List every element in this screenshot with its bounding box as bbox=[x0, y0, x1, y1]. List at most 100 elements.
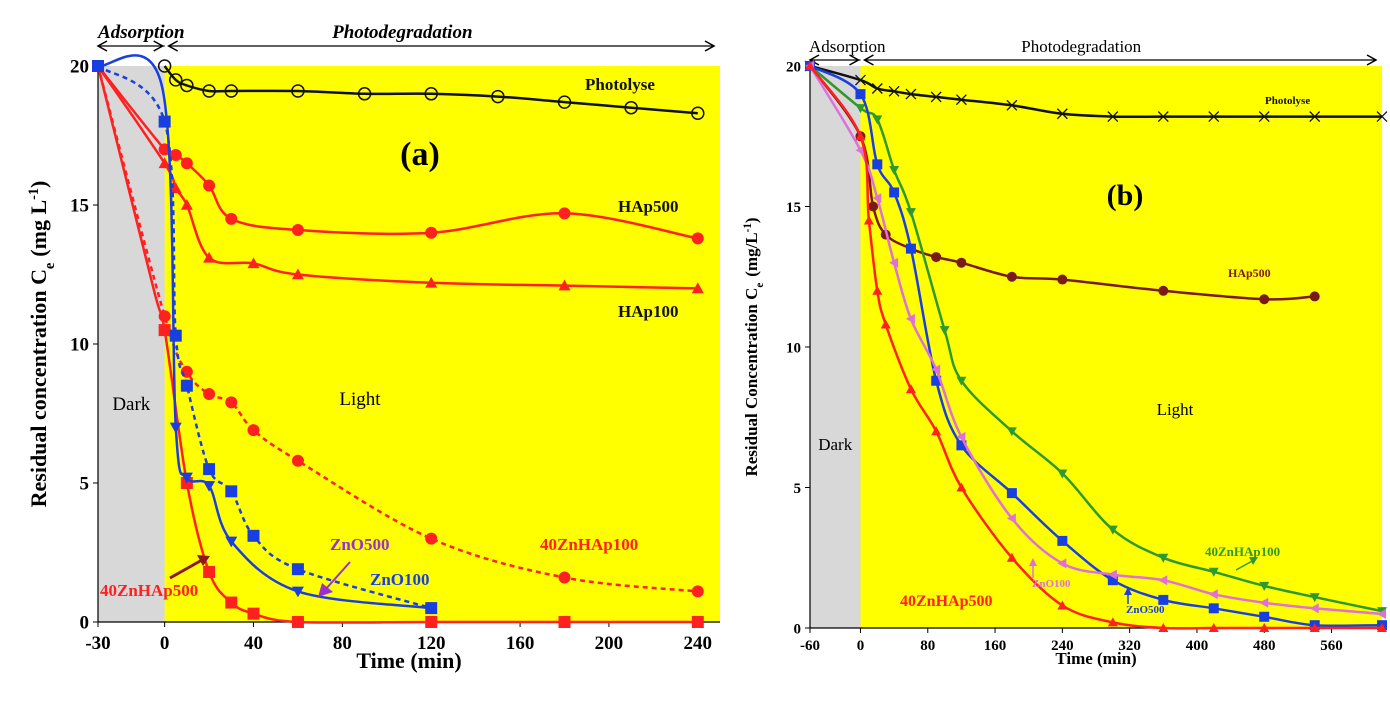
data-point-ZnO500 bbox=[872, 159, 883, 170]
data-point-Photolyse bbox=[424, 87, 438, 101]
x-tick-label: 80 bbox=[920, 638, 935, 654]
data-point-Photolyse bbox=[888, 85, 900, 97]
light-region bbox=[810, 66, 1382, 628]
data-point-40ZnHAp500 bbox=[931, 426, 942, 436]
series-line-40ZnHAp500 bbox=[808, 65, 1382, 630]
data-point-40ZnHAp100 bbox=[1208, 567, 1219, 577]
phase-label-adsorption: Adsorption bbox=[97, 22, 185, 43]
data-point-Photolyse bbox=[855, 74, 866, 86]
dark-region bbox=[98, 66, 165, 622]
data-point-40ZnHAp100 bbox=[203, 388, 216, 401]
data-point-HAp100 bbox=[203, 251, 216, 263]
data-point-HAp100 bbox=[180, 199, 193, 210]
data-point-HAp500 bbox=[868, 201, 879, 212]
data-point-ZnO100 bbox=[956, 431, 966, 442]
phase-label-photodegradation: Photodegradation bbox=[1021, 37, 1141, 56]
data-point-Photolyse bbox=[1309, 111, 1321, 123]
data-point-ZnO100 bbox=[1377, 608, 1386, 619]
photodegradation-arrow-right-head bbox=[704, 40, 716, 52]
data-point-40ZnHAp100 bbox=[1107, 525, 1118, 535]
data-point-ZnO500 bbox=[1057, 535, 1068, 546]
zno500-pointer-head bbox=[318, 583, 333, 597]
zno500-pointer-b-head bbox=[1124, 587, 1132, 595]
data-point-Photolyse bbox=[1376, 111, 1388, 123]
data-point-ZnO500 bbox=[158, 115, 171, 128]
data-point-Photolyse bbox=[1056, 108, 1068, 120]
data-point-Photolyse bbox=[224, 84, 239, 98]
photodegradation-arrow-left-head bbox=[862, 54, 874, 66]
series-label-ZnO500: ZnO500 bbox=[1126, 604, 1165, 616]
series-40ZnHAp500 bbox=[805, 61, 1387, 632]
data-point-ZnO100 bbox=[931, 364, 941, 375]
40znhap500-pointer bbox=[169, 558, 203, 580]
data-point-ZnO500 bbox=[203, 463, 216, 476]
series-line-Photolyse bbox=[163, 65, 698, 115]
data-point-40ZnHAp100 bbox=[1309, 593, 1320, 603]
data-point-40ZnHAp500 bbox=[1309, 623, 1320, 632]
data-point-ZnO500 bbox=[1107, 575, 1118, 586]
data-point-40ZnHAp500 bbox=[425, 616, 438, 628]
panel-label: (b) bbox=[1107, 179, 1144, 212]
data-point-HAp500 bbox=[1057, 274, 1068, 285]
data-point-ZnO500 bbox=[889, 187, 900, 198]
zno500-pointer bbox=[324, 561, 351, 591]
data-point-Photolyse bbox=[955, 94, 967, 106]
data-point-ZnO100 bbox=[203, 480, 216, 492]
data-point-Photolyse bbox=[905, 88, 917, 100]
series-40ZnHAp100 bbox=[92, 60, 704, 598]
data-point-HAp500 bbox=[558, 207, 571, 220]
adsorption-arrow-left-head bbox=[808, 54, 820, 66]
x-tick-label: 240 bbox=[684, 633, 713, 654]
y-tick-label: 15 bbox=[70, 196, 89, 217]
data-point-40ZnHAp500 bbox=[1377, 623, 1387, 632]
x-tick-label: 40 bbox=[244, 633, 263, 654]
data-point-ZnO100 bbox=[1107, 569, 1117, 580]
data-point-HAp500 bbox=[203, 179, 216, 192]
data-point-HAp100 bbox=[169, 182, 182, 194]
series-label-40ZnHAp500: 40ZnHAp500 bbox=[900, 593, 992, 610]
data-point-Photolyse bbox=[1107, 111, 1119, 123]
data-point-ZnO500 bbox=[1259, 611, 1270, 622]
x-tick-label: 120 bbox=[417, 633, 446, 654]
data-point-40ZnHAp100 bbox=[939, 326, 950, 336]
series-line-ZnO100 bbox=[808, 65, 1383, 616]
data-point-40ZnHAp500 bbox=[1057, 600, 1068, 610]
series-label-HAp100: HAp100 bbox=[618, 302, 678, 321]
data-point-ZnO100 bbox=[855, 145, 865, 156]
series-40ZnHAp500 bbox=[92, 60, 704, 628]
data-point-40ZnHAp100 bbox=[225, 396, 238, 409]
series-Photolyse bbox=[804, 60, 1388, 123]
data-point-HAp100 bbox=[558, 279, 571, 291]
data-point-ZnO100 bbox=[872, 193, 882, 204]
data-point-ZnO500 bbox=[247, 529, 260, 542]
y-tick-label: 10 bbox=[70, 335, 89, 356]
data-point-40ZnHAp100 bbox=[558, 571, 571, 584]
data-point-40ZnHAp500 bbox=[291, 616, 304, 628]
series-line-40ZnHAp100 bbox=[96, 65, 698, 593]
data-point-40ZnHAp100 bbox=[889, 165, 900, 175]
data-point-ZnO100 bbox=[425, 603, 438, 615]
data-point-HAp100 bbox=[247, 257, 260, 269]
x-tick-label: -60 bbox=[800, 638, 820, 654]
data-point-ZnO500 bbox=[956, 440, 967, 451]
series-label-ZnO100: ZnO100 bbox=[370, 570, 430, 589]
y-axis-label: Residual Concentration Ce(mg/L-1) bbox=[742, 217, 766, 476]
data-point-ZnO500 bbox=[855, 89, 866, 100]
photodegradation-arrow-left-head bbox=[167, 40, 179, 52]
data-point-40ZnHAp500 bbox=[1208, 623, 1219, 632]
data-point-Photolyse bbox=[180, 78, 194, 93]
data-point-40ZnHAp500 bbox=[1259, 623, 1270, 632]
data-point-HAp500 bbox=[1259, 294, 1270, 305]
series-ZnO100 bbox=[805, 61, 1386, 619]
data-point-40ZnHAp100 bbox=[1006, 427, 1017, 437]
x-axis-label: Time (min) bbox=[1055, 649, 1136, 668]
y-tick-label: 0 bbox=[80, 613, 90, 634]
light-label: Light bbox=[1157, 400, 1194, 419]
data-point-40ZnHAp500 bbox=[872, 285, 883, 295]
data-point-ZnO500 bbox=[1158, 594, 1169, 605]
data-point-ZnO100 bbox=[1006, 513, 1016, 524]
data-point-ZnO500 bbox=[291, 563, 304, 576]
data-point-ZnO500 bbox=[905, 243, 916, 254]
series-ZnO100 bbox=[92, 54, 438, 615]
